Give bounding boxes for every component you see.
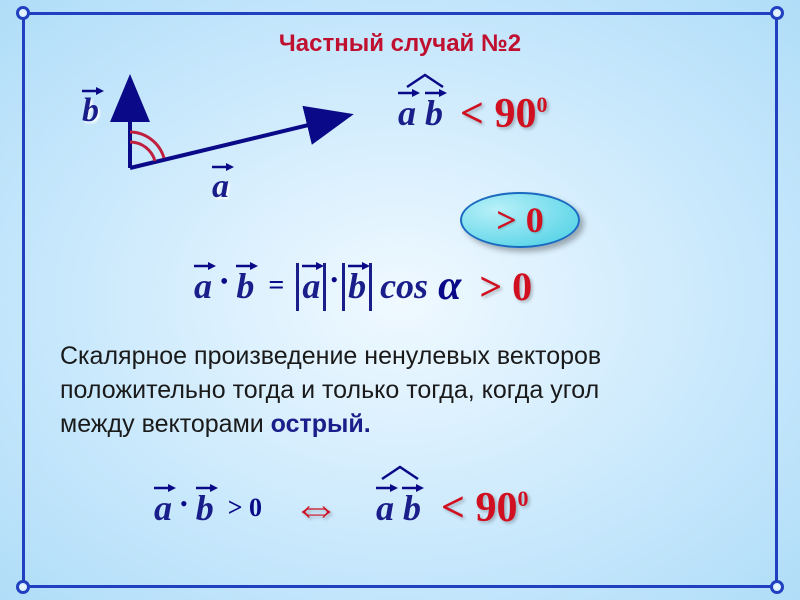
bottom-vec-b: b [196, 487, 214, 529]
over-arrow-icon [236, 261, 258, 271]
dot-product-formula: a • b = a • b cos α > 0 [190, 262, 532, 310]
corner-tl [16, 6, 30, 20]
vector-a-overarrow-icon [212, 162, 234, 172]
vector-b-overarrow-icon [82, 86, 104, 96]
less-than-90: < 900 [460, 90, 547, 138]
over-arrow-icon [302, 261, 324, 271]
bottom-vec-a: a [154, 487, 172, 529]
over-arrow-icon [376, 483, 398, 493]
keyword-acute: острый. [271, 410, 371, 438]
formula-gt-zero: > 0 [479, 263, 532, 310]
equals-sign: = [268, 270, 284, 302]
explanation-text: Скалярное произведение ненулевых векторо… [60, 340, 740, 441]
over-arrow-icon [402, 483, 424, 493]
over-arrow-icon [194, 261, 216, 271]
formula-mag-a: a [296, 265, 326, 307]
over-arrow-icon [348, 261, 370, 271]
iff-symbol: ⇔ [292, 480, 340, 535]
vector-diagram: b a [70, 72, 360, 202]
formula-mag-b: b [342, 265, 372, 307]
formula-vec-a: a [194, 265, 212, 307]
over-arrow-icon [154, 483, 176, 493]
vector-b-label: b [82, 92, 99, 130]
text-line-2: положительно тогда и только тогда, когда… [60, 374, 740, 408]
slide-title: Частный случай №2 [0, 30, 800, 58]
angle-ab-text: a b [398, 92, 443, 134]
corner-br [770, 580, 784, 594]
cos-text: cos [380, 265, 428, 307]
corner-tr [770, 6, 784, 20]
text-line-3: между векторами острый. [60, 408, 740, 442]
mid-dot-icon: • [330, 267, 338, 293]
bottom-angle-ab: a b [376, 487, 421, 529]
oval-gt: > [496, 200, 517, 240]
angle-hat-icon [380, 465, 420, 483]
formula-vec-b: b [236, 265, 254, 307]
oval-zero: 0 [517, 200, 544, 240]
dot-icon: • [220, 269, 228, 296]
dot-icon: • [180, 491, 188, 517]
oval-highlight: > 0 [460, 192, 580, 248]
over-arrow-icon [196, 483, 218, 493]
text-line-1: Скалярное произведение ненулевых векторо… [60, 340, 740, 374]
bottom-gt-zero: > 0 [228, 493, 262, 523]
bottom-lt-90: < 900 [441, 484, 528, 532]
corner-bl [16, 580, 30, 594]
vector-a-label: a [212, 168, 229, 206]
iff-row: a • b > 0 ⇔ a b < 900 [150, 480, 528, 535]
alpha-symbol: α [438, 262, 461, 310]
